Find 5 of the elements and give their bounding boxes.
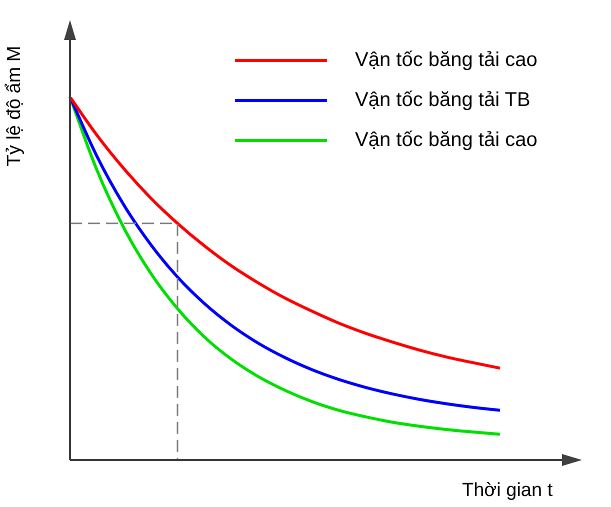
x-axis-title: Thời gian t xyxy=(462,480,553,502)
legend-label: Vận tốc băng tải cao xyxy=(355,128,538,152)
legend-label: Vận tốc băng tải TB xyxy=(355,88,530,112)
legend-label: Vận tốc băng tải cao xyxy=(355,48,538,72)
y-axis-title: Tỷ lệ độ ẩm M xyxy=(4,44,26,168)
